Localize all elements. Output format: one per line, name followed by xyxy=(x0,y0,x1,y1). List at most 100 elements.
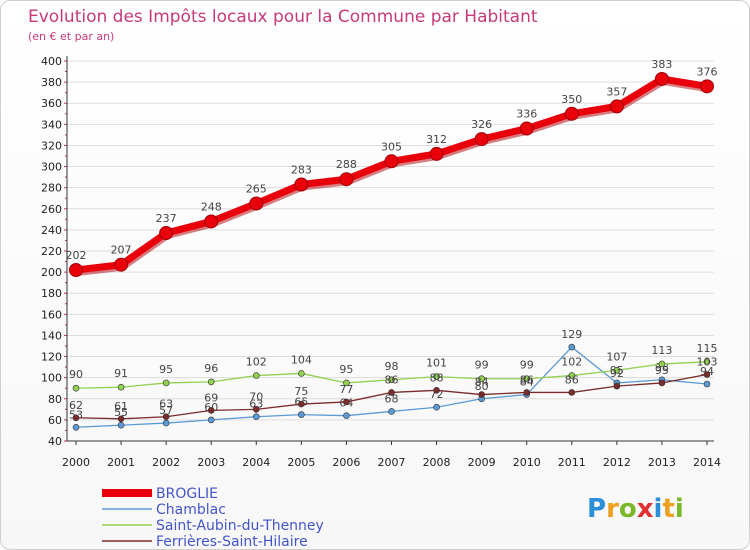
y-tick-label: 200 xyxy=(41,266,62,279)
proxiti-logo: Proxiti xyxy=(587,494,684,524)
data-point xyxy=(207,407,215,414)
data-label: 77 xyxy=(339,383,353,396)
data-point xyxy=(523,375,531,383)
data-point xyxy=(207,416,215,424)
y-tick-label: 300 xyxy=(41,161,62,174)
data-label: 103 xyxy=(697,356,718,369)
data-point xyxy=(388,408,395,415)
data-label: 63 xyxy=(159,398,173,411)
data-label: 101 xyxy=(426,357,447,370)
data-label: 98 xyxy=(385,360,399,373)
data-point xyxy=(519,121,534,136)
data-label: 104 xyxy=(291,353,312,366)
data-point xyxy=(658,360,666,368)
data-point xyxy=(568,372,576,379)
data-point xyxy=(429,146,444,161)
logo-letter: i xyxy=(654,494,663,524)
x-tick-label: 2002 xyxy=(152,456,180,469)
data-point xyxy=(162,419,170,427)
series-Saint-Aubin-du-Thenney: 90 91 95 96 102 104 95 98 101 99 99 102 107 113 115 xyxy=(69,342,718,392)
legend-item: Chamblac xyxy=(102,502,226,518)
data-point xyxy=(162,413,170,421)
y-tick-label: 320 xyxy=(41,139,62,152)
data-label: 383 xyxy=(651,58,672,71)
data-label: 129 xyxy=(561,328,582,341)
data-label: 288 xyxy=(336,158,357,171)
data-label: 96 xyxy=(204,362,218,375)
data-label: 357 xyxy=(606,85,627,98)
data-point xyxy=(298,411,305,418)
legend-label: BROGLIE xyxy=(156,486,218,502)
y-tick-label: 260 xyxy=(41,203,62,216)
data-label: 95 xyxy=(339,363,353,376)
data-point xyxy=(72,423,80,431)
x-tick-label: 2006 xyxy=(332,456,360,469)
x-tick-label: 2014 xyxy=(693,456,721,469)
series-BROGLIE: 202 207 237 248 265 283 288 305 312 326 336 350 357 3… xyxy=(66,58,718,277)
data-label: 102 xyxy=(561,356,582,369)
data-label: 376 xyxy=(697,65,718,78)
data-point xyxy=(478,375,485,383)
data-label: 57 xyxy=(159,404,173,417)
legend: BROGLIEChamblacSaint-Aubin-du-ThenneyFer… xyxy=(102,486,324,549)
data-label: 350 xyxy=(561,93,582,106)
y-tick-label: 340 xyxy=(41,118,62,131)
data-point xyxy=(204,214,219,229)
data-label: 70 xyxy=(249,390,263,403)
data-label: 75 xyxy=(294,385,308,398)
data-point xyxy=(703,358,711,366)
data-point xyxy=(700,79,714,94)
y-tick-label: 120 xyxy=(41,351,62,364)
data-point xyxy=(609,99,624,114)
data-label: 99 xyxy=(475,359,489,372)
data-label: 92 xyxy=(610,367,624,380)
y-tick-label: 380 xyxy=(41,76,62,89)
data-label: 113 xyxy=(651,344,672,357)
data-point xyxy=(298,370,305,377)
data-point xyxy=(343,398,350,406)
data-point xyxy=(703,380,711,388)
data-point xyxy=(294,177,309,192)
series-Ferrières-Saint-Hilaire: 62 61 63 69 70 75 77 86 88 84 86 86 92 95 103 xyxy=(69,356,718,423)
y-tick-label: 140 xyxy=(41,329,62,342)
data-point xyxy=(343,412,350,419)
data-point xyxy=(388,376,395,384)
x-tick-label: 2011 xyxy=(558,456,586,469)
y-tick-label: 400 xyxy=(41,55,62,68)
data-point xyxy=(117,415,125,423)
data-label: 62 xyxy=(69,399,83,412)
data-point xyxy=(568,343,576,351)
data-label: 312 xyxy=(426,133,447,146)
data-point xyxy=(252,372,260,379)
data-point xyxy=(703,371,711,378)
data-label: 91 xyxy=(114,367,128,380)
y-tick-label: 40 xyxy=(48,435,62,448)
data-point xyxy=(72,414,80,422)
legend-label: Chamblac xyxy=(156,502,226,518)
logo-letter: t xyxy=(662,494,674,524)
data-label: 237 xyxy=(156,212,177,225)
x-tick-label: 2005 xyxy=(287,456,315,469)
series-layer: 5355576063656468728084129959894909195961… xyxy=(66,58,718,431)
data-label: 68 xyxy=(385,392,399,405)
data-point xyxy=(478,391,485,398)
data-label: 99 xyxy=(520,359,534,372)
data-label: 305 xyxy=(381,140,402,153)
data-label: 69 xyxy=(204,391,218,404)
data-label: 95 xyxy=(655,364,669,377)
logo-letter: P xyxy=(587,494,606,524)
data-point xyxy=(298,400,305,408)
data-point xyxy=(613,382,621,390)
legend-label: Saint-Aubin-du-Thenney xyxy=(156,518,324,534)
data-point xyxy=(384,154,399,169)
data-point xyxy=(433,403,440,411)
data-label: 265 xyxy=(246,183,267,196)
x-tick-label: 2012 xyxy=(603,456,631,469)
data-label: 336 xyxy=(516,108,537,121)
data-point xyxy=(249,196,264,211)
y-tick-label: 160 xyxy=(41,308,62,321)
chart-title: Evolution des Impôts locaux pour la Comm… xyxy=(28,7,538,27)
data-label: 88 xyxy=(430,371,444,384)
legend-item: Ferrières-Saint-Hilaire xyxy=(102,534,308,549)
